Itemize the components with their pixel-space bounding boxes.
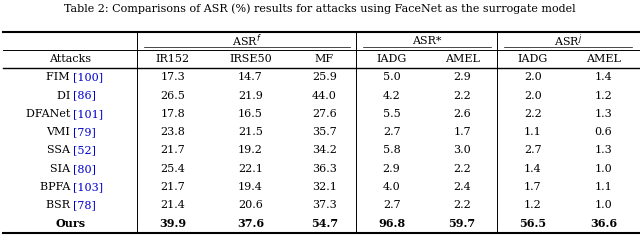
Text: 1.2: 1.2 bbox=[595, 91, 612, 101]
Text: 59.7: 59.7 bbox=[449, 218, 476, 229]
Text: 1.4: 1.4 bbox=[595, 72, 612, 82]
Text: [80]: [80] bbox=[74, 164, 97, 174]
Text: AMEL: AMEL bbox=[445, 54, 479, 64]
Text: 2.7: 2.7 bbox=[383, 127, 401, 137]
Text: 36.3: 36.3 bbox=[312, 164, 337, 174]
Text: Ours: Ours bbox=[55, 218, 85, 229]
Text: 25.9: 25.9 bbox=[312, 72, 337, 82]
Text: 21.5: 21.5 bbox=[238, 127, 263, 137]
Text: 21.7: 21.7 bbox=[160, 182, 185, 192]
Text: 5.8: 5.8 bbox=[383, 145, 401, 156]
Text: [86]: [86] bbox=[74, 91, 97, 101]
Text: 1.7: 1.7 bbox=[524, 182, 541, 192]
Text: 17.3: 17.3 bbox=[160, 72, 185, 82]
Text: [100]: [100] bbox=[74, 72, 104, 82]
Text: 2.9: 2.9 bbox=[383, 164, 401, 174]
Text: [103]: [103] bbox=[74, 182, 104, 192]
Text: [101]: [101] bbox=[74, 109, 104, 119]
Text: 23.8: 23.8 bbox=[160, 127, 185, 137]
Text: 2.9: 2.9 bbox=[453, 72, 471, 82]
Text: 2.6: 2.6 bbox=[453, 109, 471, 119]
Text: IADG: IADG bbox=[518, 54, 548, 64]
Text: 2.7: 2.7 bbox=[524, 145, 541, 156]
Text: BPFA: BPFA bbox=[40, 182, 74, 192]
Text: 2.0: 2.0 bbox=[524, 91, 541, 101]
Text: 25.4: 25.4 bbox=[160, 164, 185, 174]
Text: 1.2: 1.2 bbox=[524, 200, 541, 210]
Text: 37.3: 37.3 bbox=[312, 200, 337, 210]
Text: MF: MF bbox=[315, 54, 334, 64]
Text: 27.6: 27.6 bbox=[312, 109, 337, 119]
Text: Attacks: Attacks bbox=[49, 54, 92, 64]
Text: 4.2: 4.2 bbox=[383, 91, 401, 101]
Text: 20.6: 20.6 bbox=[238, 200, 263, 210]
Text: 2.2: 2.2 bbox=[453, 164, 471, 174]
Text: IRSE50: IRSE50 bbox=[229, 54, 272, 64]
Text: 22.1: 22.1 bbox=[238, 164, 263, 174]
Text: 44.0: 44.0 bbox=[312, 91, 337, 101]
Text: SIA: SIA bbox=[50, 164, 74, 174]
Text: 56.5: 56.5 bbox=[519, 218, 547, 229]
Text: SSA: SSA bbox=[47, 145, 74, 156]
Text: 1.7: 1.7 bbox=[453, 127, 471, 137]
Text: 16.5: 16.5 bbox=[238, 109, 263, 119]
Text: VMI: VMI bbox=[46, 127, 74, 137]
Text: 37.6: 37.6 bbox=[237, 218, 264, 229]
Text: 4.0: 4.0 bbox=[383, 182, 401, 192]
Text: 17.8: 17.8 bbox=[160, 109, 185, 119]
Text: 14.7: 14.7 bbox=[238, 72, 263, 82]
Text: 54.7: 54.7 bbox=[311, 218, 338, 229]
Text: 35.7: 35.7 bbox=[312, 127, 337, 137]
Text: 0.6: 0.6 bbox=[595, 127, 612, 137]
Text: 1.3: 1.3 bbox=[595, 145, 612, 156]
Text: 19.2: 19.2 bbox=[238, 145, 263, 156]
Text: 5.0: 5.0 bbox=[383, 72, 401, 82]
Text: [78]: [78] bbox=[74, 200, 97, 210]
Text: 2.2: 2.2 bbox=[453, 91, 471, 101]
Text: 26.5: 26.5 bbox=[160, 91, 185, 101]
Text: 32.1: 32.1 bbox=[312, 182, 337, 192]
Text: IR152: IR152 bbox=[156, 54, 189, 64]
Text: BSR: BSR bbox=[46, 200, 74, 210]
Text: 2.2: 2.2 bbox=[524, 109, 541, 119]
Text: IADG: IADG bbox=[376, 54, 406, 64]
Text: 1.3: 1.3 bbox=[595, 109, 612, 119]
Text: 1.0: 1.0 bbox=[595, 164, 612, 174]
Text: 36.6: 36.6 bbox=[590, 218, 617, 229]
Text: 21.9: 21.9 bbox=[238, 91, 263, 101]
Text: 1.1: 1.1 bbox=[524, 127, 541, 137]
Text: AMEL: AMEL bbox=[586, 54, 621, 64]
Text: DI: DI bbox=[56, 91, 74, 101]
Text: DFANet: DFANet bbox=[26, 109, 74, 119]
Text: 34.2: 34.2 bbox=[312, 145, 337, 156]
Text: FIM: FIM bbox=[46, 72, 74, 82]
Text: 1.1: 1.1 bbox=[595, 182, 612, 192]
Text: ASR$^f$: ASR$^f$ bbox=[232, 33, 262, 49]
Text: [79]: [79] bbox=[74, 127, 97, 137]
Text: 3.0: 3.0 bbox=[453, 145, 471, 156]
Text: ASR$^j$: ASR$^j$ bbox=[554, 33, 582, 49]
Text: 2.0: 2.0 bbox=[524, 72, 541, 82]
Text: 21.4: 21.4 bbox=[160, 200, 185, 210]
Text: 2.7: 2.7 bbox=[383, 200, 401, 210]
Text: 19.4: 19.4 bbox=[238, 182, 263, 192]
Text: [52]: [52] bbox=[74, 145, 97, 156]
Text: 96.8: 96.8 bbox=[378, 218, 405, 229]
Text: 39.9: 39.9 bbox=[159, 218, 186, 229]
Text: 2.2: 2.2 bbox=[453, 200, 471, 210]
Text: 2.4: 2.4 bbox=[453, 182, 471, 192]
Text: ASR*: ASR* bbox=[412, 36, 442, 46]
Text: Table 2: Comparisons of ASR (%) results for attacks using FaceNet as the surroga: Table 2: Comparisons of ASR (%) results … bbox=[64, 4, 576, 14]
Text: 1.0: 1.0 bbox=[595, 200, 612, 210]
Text: 5.5: 5.5 bbox=[383, 109, 401, 119]
Text: 1.4: 1.4 bbox=[524, 164, 541, 174]
Text: 21.7: 21.7 bbox=[160, 145, 185, 156]
